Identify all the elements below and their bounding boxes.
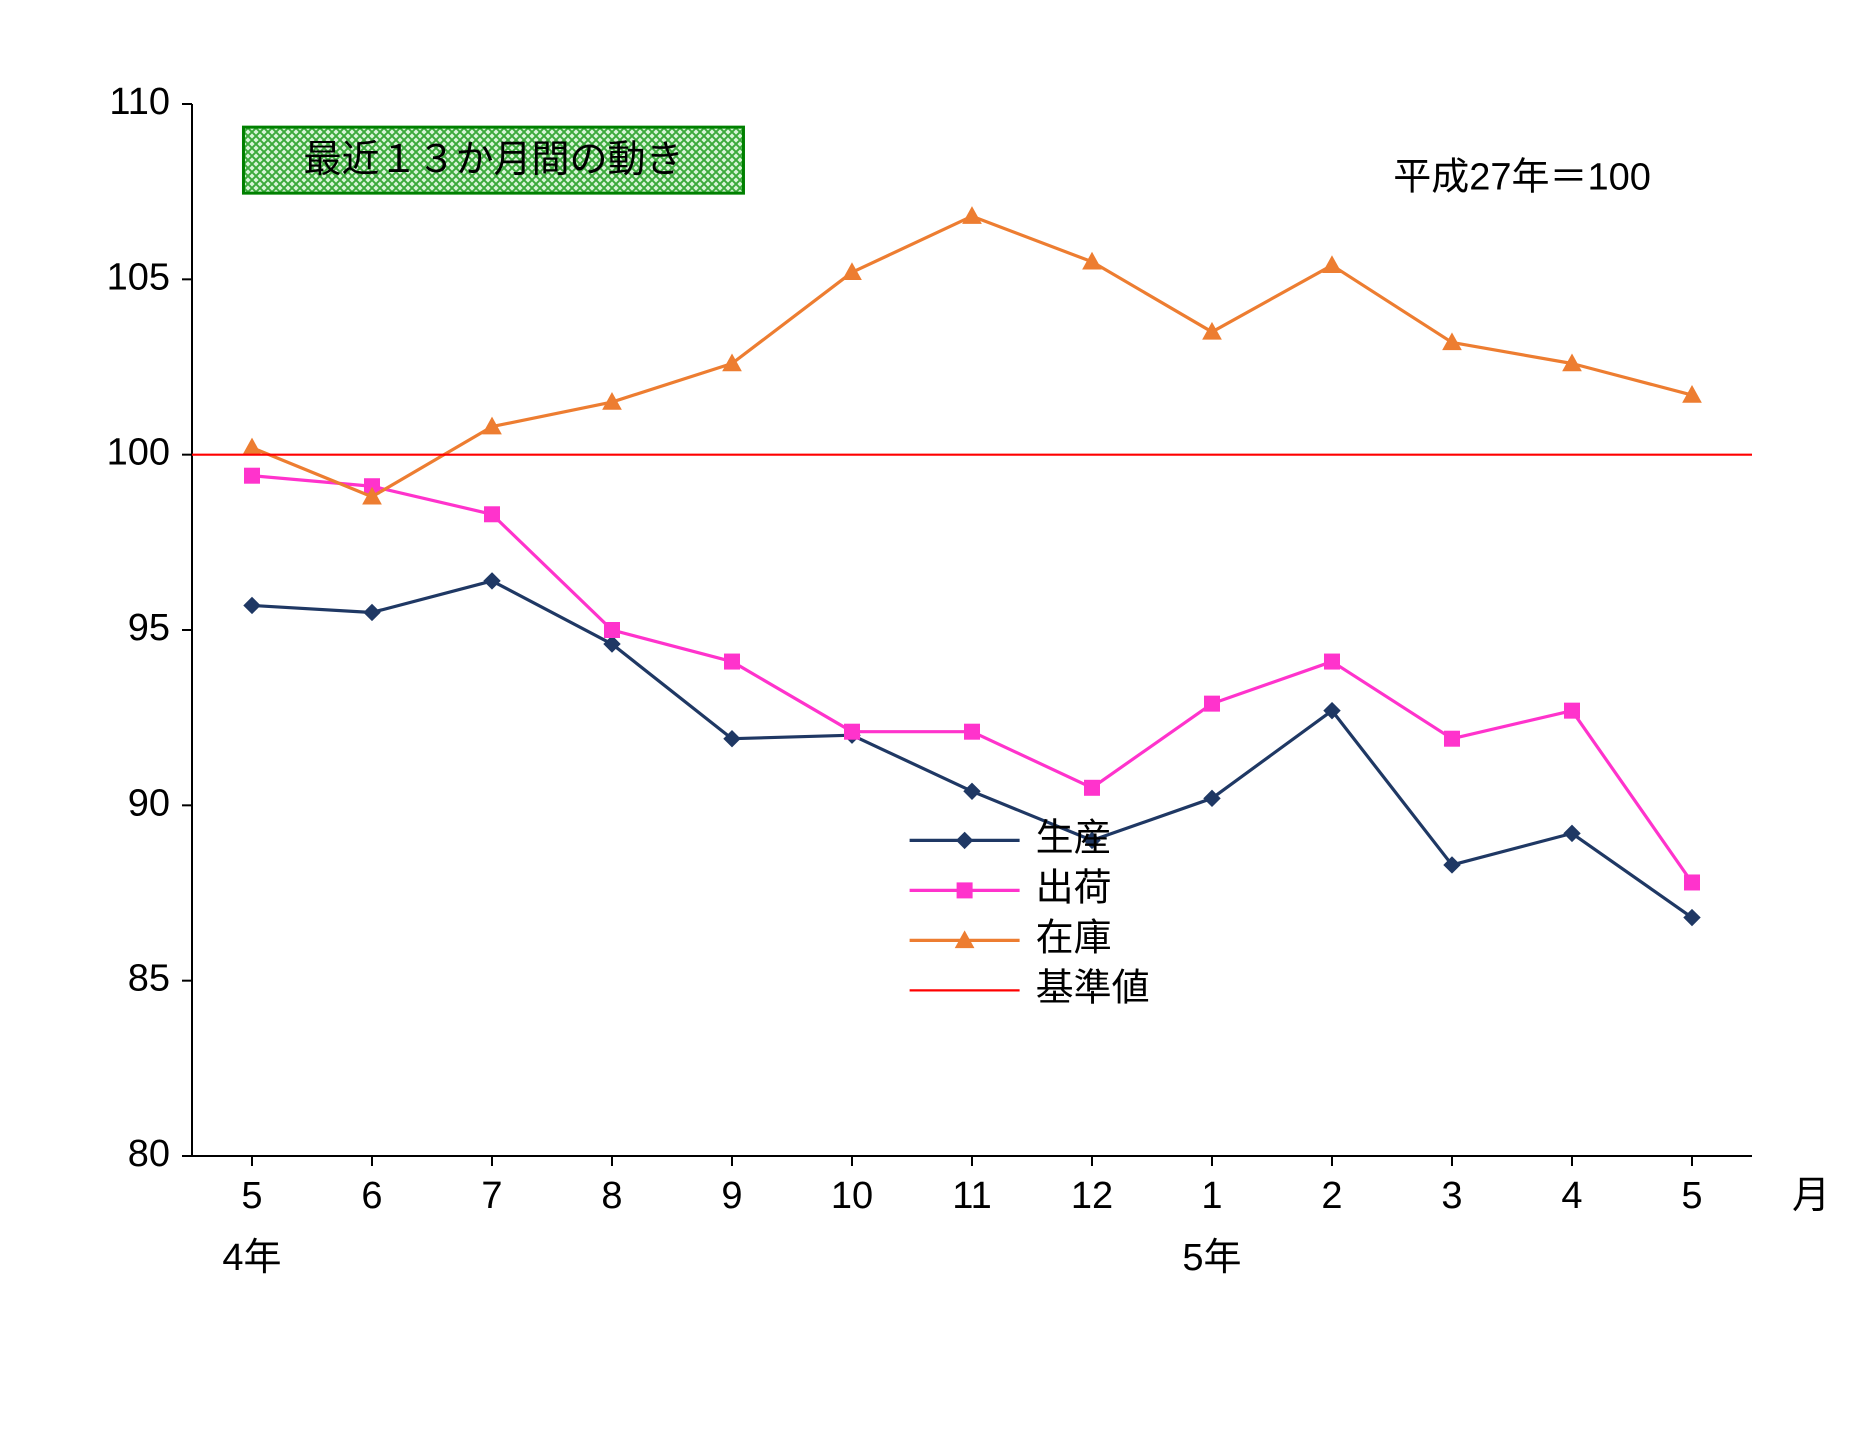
svg-text:8: 8 xyxy=(601,1175,622,1217)
svg-text:1: 1 xyxy=(1201,1175,1222,1217)
svg-text:月: 月 xyxy=(1792,1175,1830,1217)
svg-text:100: 100 xyxy=(107,432,170,474)
line-chart: 8085909510010511056789101112123454年5年月生産… xyxy=(0,0,1856,1437)
title-box: 最近１３か月間の動き xyxy=(243,127,743,193)
svg-text:基準値: 基準値 xyxy=(1036,967,1150,1009)
svg-text:6: 6 xyxy=(361,1175,382,1217)
svg-text:在庫: 在庫 xyxy=(1036,917,1112,959)
svg-text:5: 5 xyxy=(241,1175,262,1217)
svg-text:105: 105 xyxy=(107,256,170,298)
svg-text:95: 95 xyxy=(128,607,170,649)
svg-text:90: 90 xyxy=(128,782,170,824)
svg-text:110: 110 xyxy=(109,81,170,123)
svg-text:11: 11 xyxy=(952,1175,991,1217)
svg-text:生産: 生産 xyxy=(1036,817,1112,859)
svg-text:9: 9 xyxy=(721,1175,742,1217)
svg-text:12: 12 xyxy=(1071,1175,1113,1217)
svg-text:85: 85 xyxy=(128,958,170,1000)
svg-text:7: 7 xyxy=(481,1175,502,1217)
svg-text:4年: 4年 xyxy=(222,1237,281,1279)
svg-text:5: 5 xyxy=(1681,1175,1702,1217)
chart-container: 8085909510010511056789101112123454年5年月生産… xyxy=(0,0,1856,1437)
svg-text:2: 2 xyxy=(1321,1175,1342,1217)
svg-text:80: 80 xyxy=(128,1133,170,1175)
svg-text:10: 10 xyxy=(831,1175,873,1217)
svg-text:5年: 5年 xyxy=(1182,1237,1241,1279)
svg-text:3: 3 xyxy=(1441,1175,1462,1217)
svg-text:4: 4 xyxy=(1561,1175,1582,1217)
annotation-baseline: 平成27年＝100 xyxy=(1393,156,1651,198)
svg-text:最近１３か月間の動き: 最近１３か月間の動き xyxy=(303,139,683,181)
svg-text:出荷: 出荷 xyxy=(1036,867,1112,909)
